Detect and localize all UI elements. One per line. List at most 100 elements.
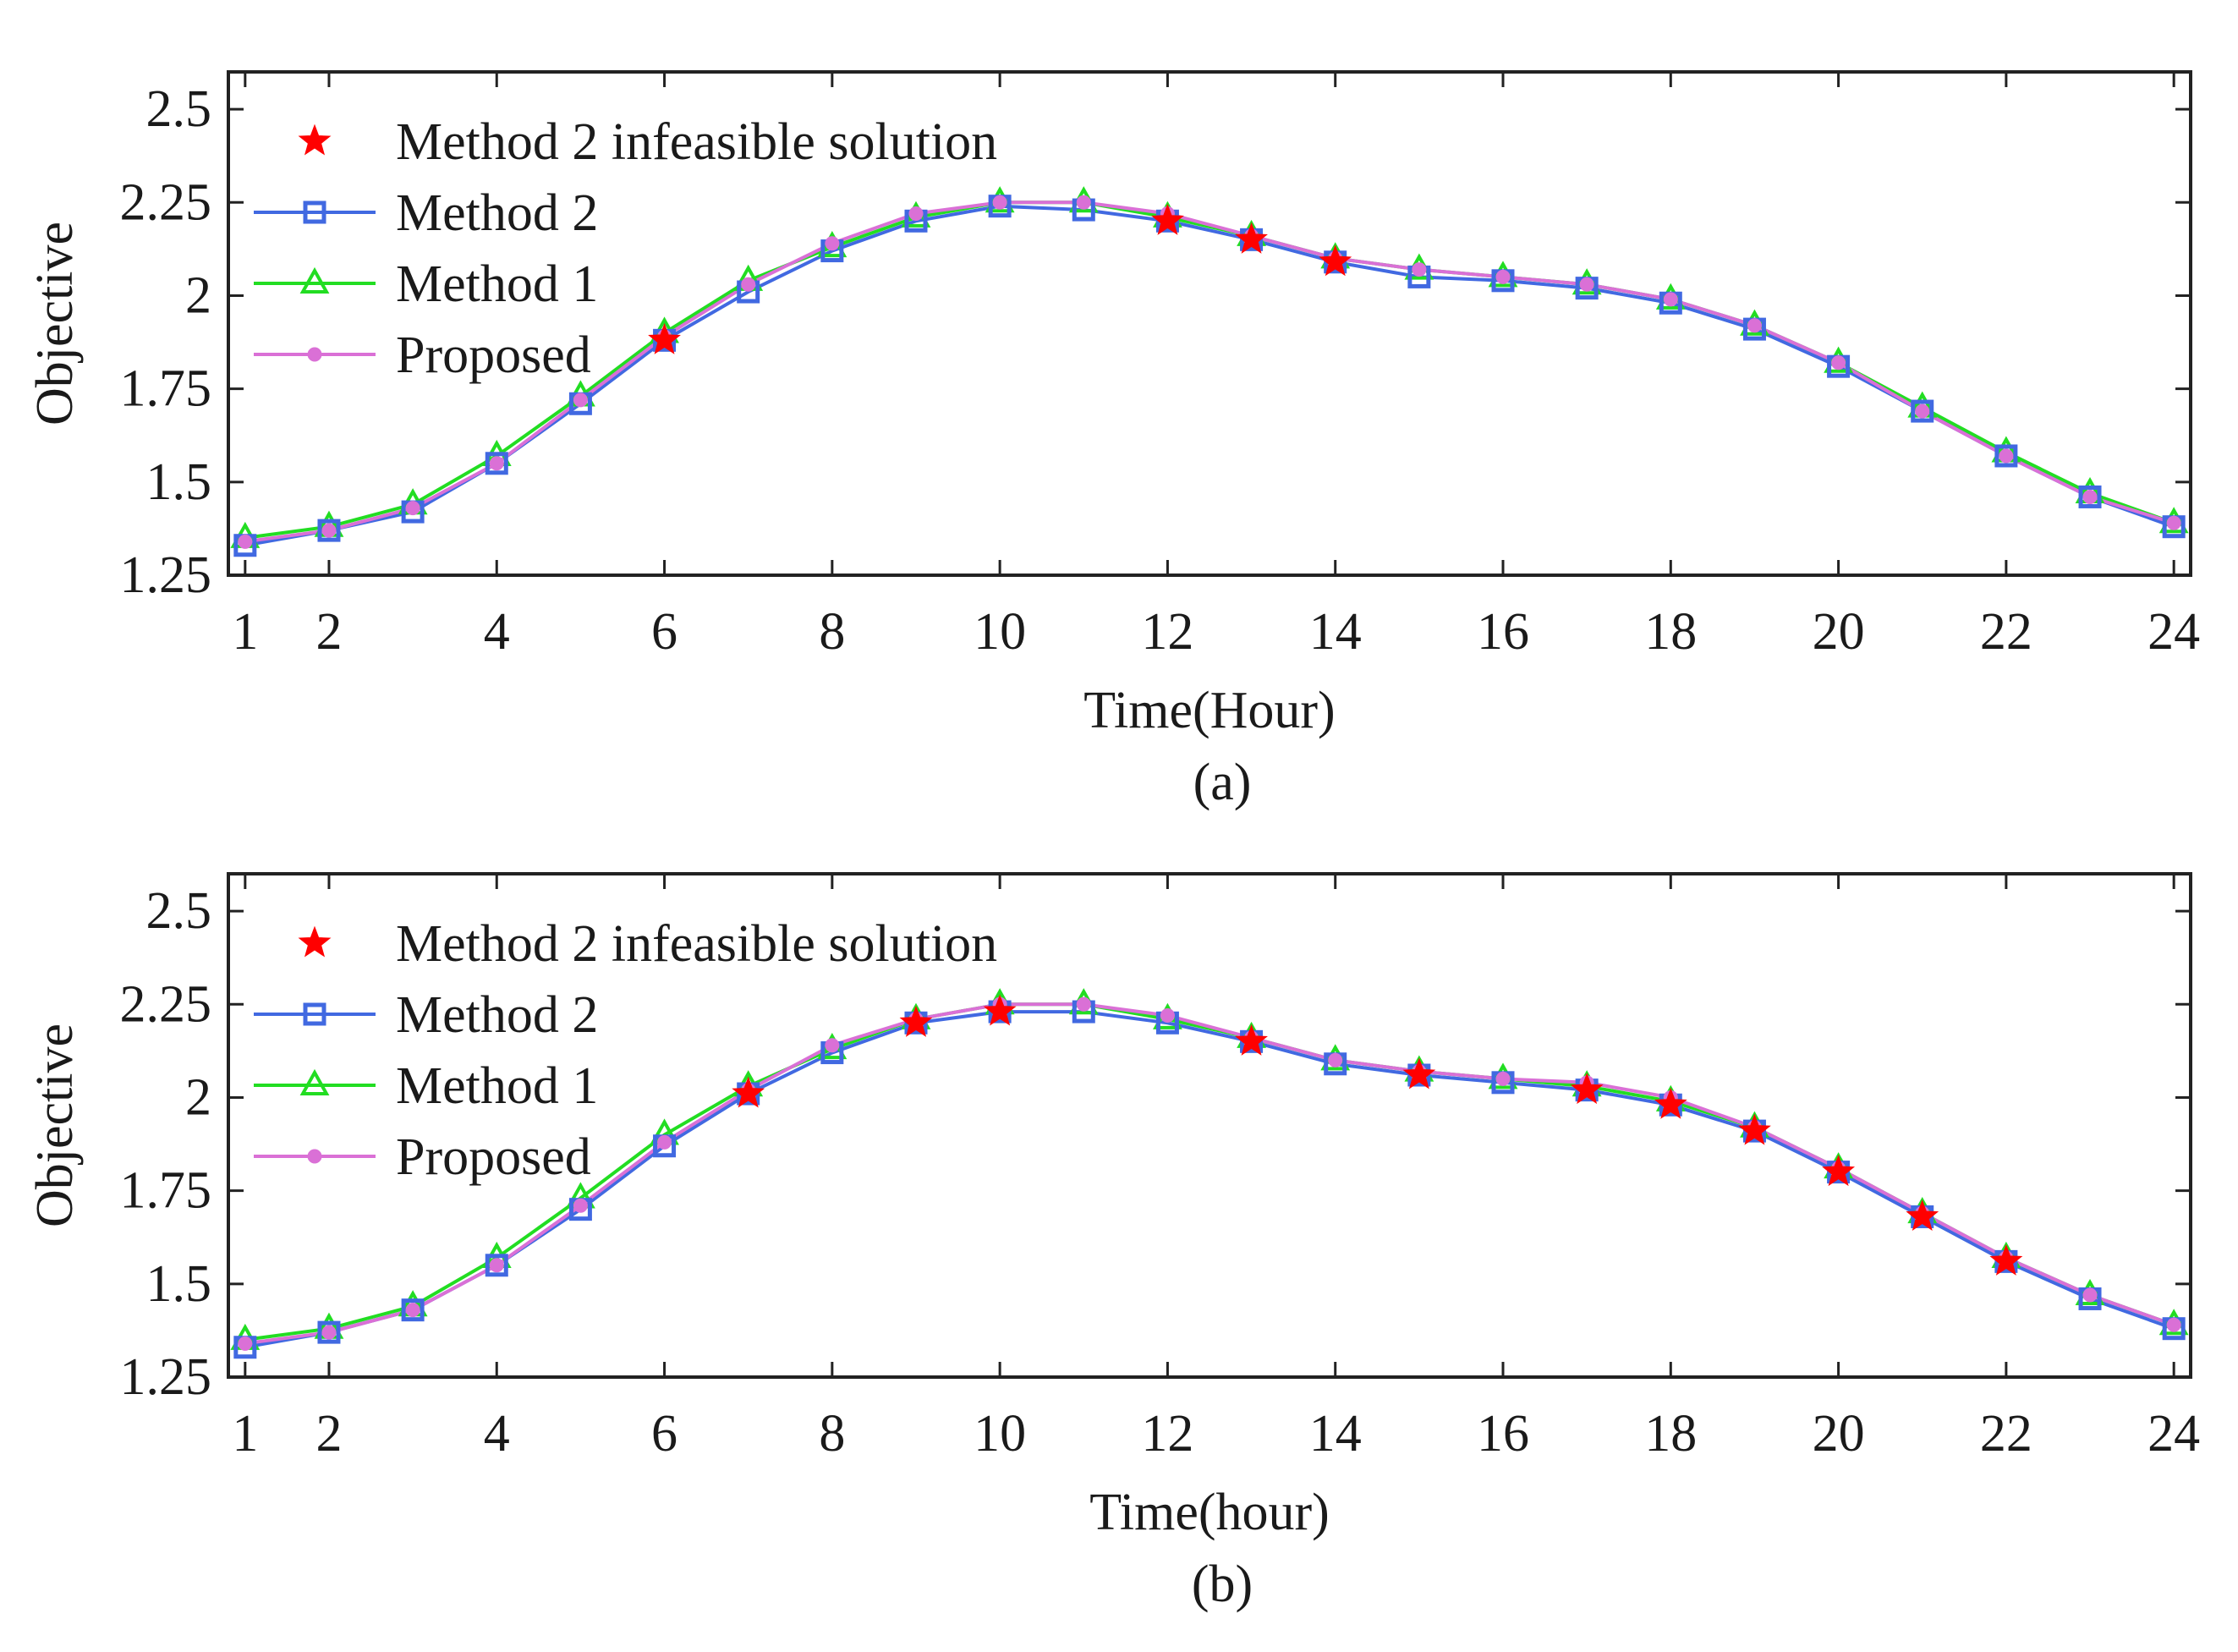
data-point-infeasible: [1151, 203, 1184, 235]
data-point-method-2: [317, 1320, 341, 1344]
legend-marker: [298, 123, 332, 156]
plot-frame: [227, 872, 2192, 1379]
y-axis-label: Objective: [26, 222, 84, 425]
data-point-infeasible: [1235, 222, 1268, 254]
data-point-infeasible: [1906, 1199, 1939, 1232]
data-point-proposed: [1579, 277, 1594, 292]
data-point-infeasible: [1989, 1243, 2023, 1276]
x-tick-label: 18: [1644, 1405, 1697, 1463]
data-point-proposed: [2082, 1287, 2098, 1303]
legend-marker: [299, 1068, 330, 1095]
series-line-method-2: [244, 1010, 2175, 1349]
legend-marker: [303, 200, 326, 224]
data-point-proposed: [825, 1038, 840, 1053]
x-tick-label: 8: [819, 1405, 845, 1463]
x-tick-label: 16: [1477, 603, 1529, 661]
y-tick-label: 2: [185, 266, 211, 324]
data-point-proposed: [2082, 489, 2098, 504]
y-tick-label: 2: [185, 1068, 211, 1126]
data-point-method-2: [485, 1254, 508, 1277]
x-tick-label: 20: [1813, 603, 1865, 661]
x-tick-label: 10: [974, 603, 1026, 661]
y-tick-label: 1.75: [120, 360, 212, 418]
data-point-infeasible: [648, 322, 681, 354]
x-tick-label: 6: [651, 1405, 677, 1463]
data-point-method-2: [317, 519, 341, 542]
data-point-proposed: [1328, 1052, 1343, 1067]
data-point-infeasible: [732, 1076, 765, 1108]
legend-label: Method 2: [396, 184, 598, 242]
x-tick-label: 24: [2147, 1405, 2200, 1463]
data-point-proposed: [1495, 1071, 1511, 1086]
y-tick-label: 1.25: [120, 546, 212, 604]
data-point-proposed: [657, 1134, 672, 1150]
series-line-proposed: [244, 1002, 2175, 1346]
data-point-proposed: [2166, 515, 2181, 530]
data-point-proposed: [405, 1303, 420, 1318]
legend-label: Method 1: [396, 255, 598, 313]
data-point-proposed: [405, 501, 420, 516]
series-line-proposed: [244, 200, 2175, 544]
x-tick-label: 12: [1141, 603, 1193, 661]
data-point-proposed: [1747, 318, 1762, 333]
figure-caption: (b): [1192, 1556, 1253, 1613]
x-tick-label: 22: [1980, 1405, 2032, 1463]
data-point-proposed: [573, 392, 588, 408]
legend-label: Method 2 infeasible solution: [396, 915, 997, 973]
data-point-proposed: [825, 236, 840, 251]
legend-marker: [307, 347, 322, 362]
data-point-proposed: [489, 456, 504, 471]
data-point-infeasible: [1822, 1155, 1856, 1187]
data-point-infeasible: [1570, 1073, 1604, 1105]
x-tick-label: 18: [1644, 603, 1697, 661]
legend-label: Proposed: [396, 1128, 591, 1186]
data-point-proposed: [1412, 262, 1427, 277]
data-point-infeasible: [1738, 1113, 1771, 1145]
y-tick-label: 1.25: [120, 1348, 212, 1406]
data-point-proposed: [1999, 448, 2014, 464]
x-tick-label: 12: [1141, 1405, 1193, 1463]
data-point-infeasible: [983, 994, 1017, 1026]
x-tick-label: 14: [1309, 603, 1362, 661]
x-axis-label: Time(hour): [1089, 1484, 1330, 1541]
x-tick-label: 1: [232, 603, 258, 661]
data-point-proposed: [1160, 1007, 1175, 1023]
legend-marker: [298, 925, 332, 958]
x-axis-label: Time(Hour): [1083, 682, 1335, 739]
data-point-proposed: [573, 1198, 588, 1213]
data-point-proposed: [2166, 1317, 2181, 1332]
y-tick-label: 2.25: [120, 173, 212, 231]
data-point-infeasible: [899, 1005, 933, 1037]
data-point-infeasible: [1235, 1024, 1268, 1056]
legend-marker: [303, 1002, 326, 1026]
x-tick-label: 22: [1980, 603, 2032, 661]
data-point-proposed: [992, 195, 1007, 210]
y-tick-label: 2.25: [120, 975, 212, 1033]
x-tick-label: 2: [315, 603, 342, 661]
legend-label: Method 2 infeasible solution: [396, 113, 997, 171]
y-tick-label: 1.5: [146, 1255, 212, 1313]
x-tick-label: 24: [2147, 603, 2200, 661]
legend-label: Method 1: [396, 1057, 598, 1115]
x-tick-label: 10: [974, 1405, 1026, 1463]
data-point-infeasible: [1654, 1087, 1687, 1119]
y-tick-label: 2.5: [146, 80, 212, 138]
legend-label: Method 2: [396, 986, 598, 1044]
legend-marker: [307, 1149, 322, 1164]
data-point-proposed: [238, 534, 253, 549]
data-point-proposed: [321, 1325, 337, 1340]
y-tick-label: 1.5: [146, 453, 212, 511]
data-point-infeasible: [1402, 1057, 1436, 1089]
data-point-proposed: [908, 206, 924, 221]
data-point-method-2: [1994, 444, 2018, 468]
data-point-proposed: [1831, 355, 1846, 370]
data-point-method-2: [2078, 485, 2102, 508]
x-tick-label: 6: [651, 603, 677, 661]
data-point-proposed: [741, 277, 756, 292]
legend-marker: [299, 266, 330, 294]
data-point-proposed: [1076, 996, 1091, 1012]
data-point-method-2: [1911, 399, 1934, 423]
x-tick-label: 8: [819, 603, 845, 661]
series-line-method-2: [244, 204, 2175, 547]
